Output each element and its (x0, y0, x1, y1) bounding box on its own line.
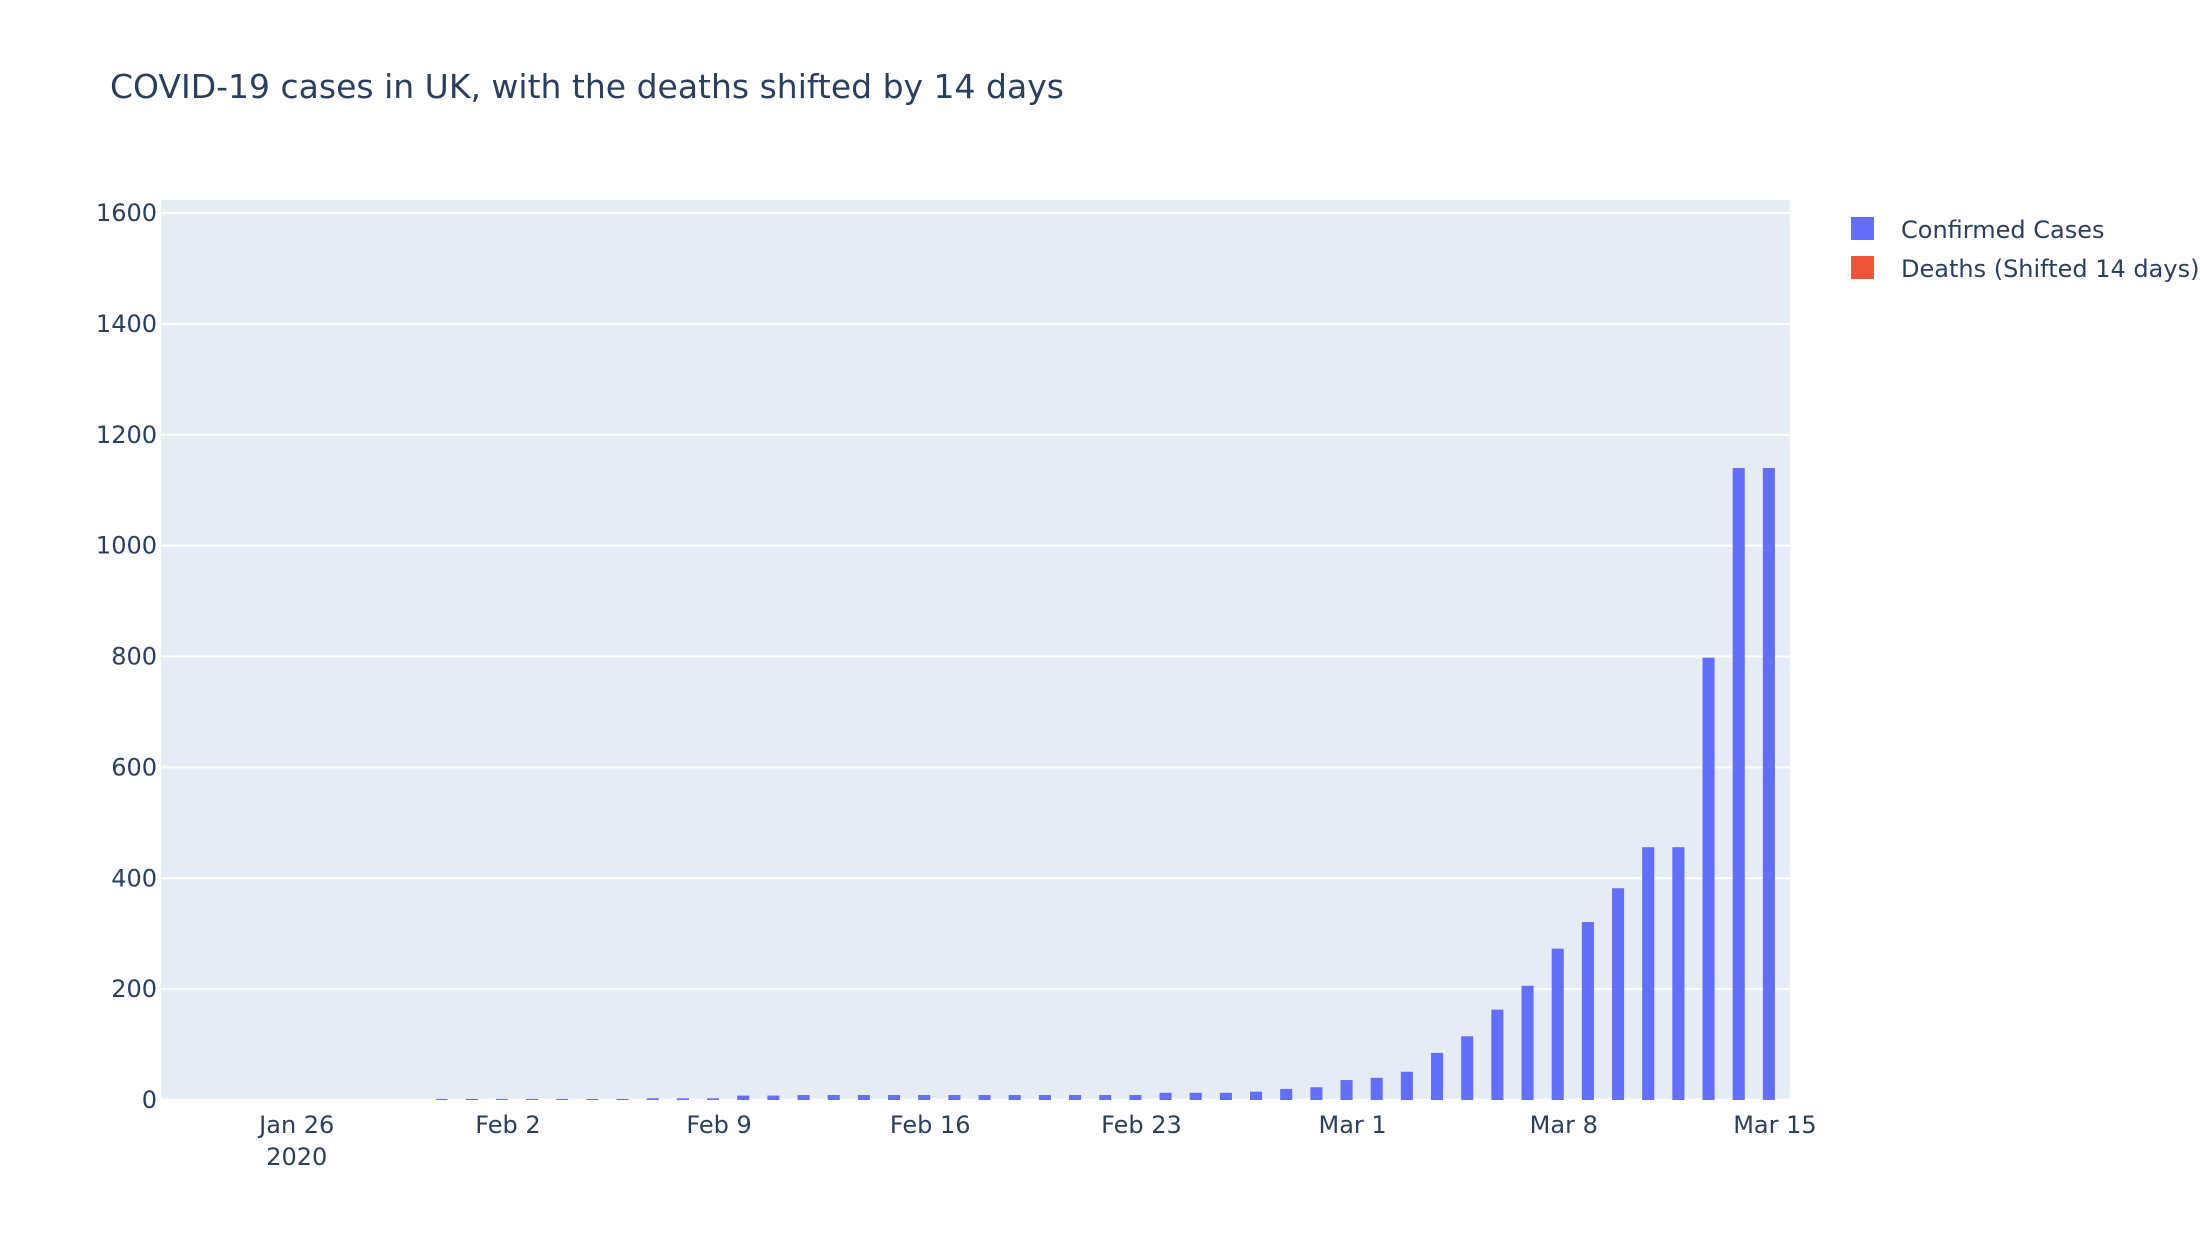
x-tick-sublabel: 2020 (266, 1143, 327, 1171)
bar-confirmed-43[interactable] (1461, 1036, 1473, 1100)
bar-confirmed-9[interactable] (436, 1099, 448, 1100)
bar-confirmed-32[interactable] (1129, 1095, 1141, 1100)
bar-confirmed-40[interactable] (1371, 1078, 1383, 1100)
x-tick-label: Feb 16 (890, 1111, 971, 1139)
bar-confirmed-31[interactable] (1099, 1095, 1111, 1100)
bar-confirmed-23[interactable] (858, 1095, 870, 1100)
x-axis-ticks: Jan 26 2020 Feb 2 Feb 9 Feb 16 Feb 23 Mar 1 Mar… (257, 1111, 1816, 1171)
bar-confirmed-38[interactable] (1310, 1087, 1322, 1100)
plot-area (161, 200, 1790, 1100)
bar-confirmed-29[interactable] (1039, 1095, 1051, 1100)
y-axis-ticks: 0 200 400 600 800 1000 1200 1400 1600 (96, 199, 157, 1114)
bar-confirmed-51[interactable] (1703, 658, 1715, 1100)
bar-confirmed-34[interactable] (1190, 1093, 1202, 1100)
bar-confirmed-45[interactable] (1522, 986, 1534, 1100)
bar-confirmed-10[interactable] (466, 1099, 478, 1100)
x-tick-label: Feb 2 (475, 1111, 540, 1139)
y-tick-label: 1400 (96, 310, 157, 338)
x-tick-label: Mar 1 (1318, 1111, 1386, 1139)
bar-confirmed-26[interactable] (948, 1095, 960, 1100)
y-tick-label: 200 (111, 975, 157, 1003)
bar-confirmed-33[interactable] (1160, 1093, 1172, 1100)
bar-confirmed-39[interactable] (1341, 1080, 1353, 1100)
bar-confirmed-30[interactable] (1069, 1095, 1081, 1100)
bar-confirmed-27[interactable] (979, 1095, 991, 1100)
bar-confirmed-17[interactable] (677, 1098, 689, 1100)
bar-confirmed-21[interactable] (798, 1095, 810, 1100)
bar-confirmed-15[interactable] (617, 1099, 629, 1100)
legend-swatch-confirmed-cases[interactable] (1851, 217, 1874, 240)
bar-confirmed-14[interactable] (586, 1099, 598, 1100)
y-tick-label: 1600 (96, 199, 157, 227)
bar-confirmed-12[interactable] (526, 1099, 538, 1100)
bar-confirmed-50[interactable] (1672, 847, 1684, 1100)
bar-confirmed-24[interactable] (888, 1095, 900, 1100)
bar-confirmed-18[interactable] (707, 1098, 719, 1100)
bar-confirmed-53[interactable] (1763, 468, 1775, 1100)
bar-confirmed-11[interactable] (496, 1099, 508, 1100)
legend[interactable]: Confirmed Cases Deaths (Shifted 14 days) (1851, 216, 2199, 283)
bar-confirmed-52[interactable] (1733, 468, 1745, 1100)
bar-confirmed-46[interactable] (1552, 949, 1564, 1100)
bar-confirmed-42[interactable] (1431, 1053, 1443, 1100)
legend-swatch-deaths-shifted[interactable] (1851, 256, 1874, 279)
y-tick-label: 600 (111, 753, 157, 781)
bar-confirmed-35[interactable] (1220, 1093, 1232, 1100)
x-tick-label: Mar 15 (1733, 1111, 1816, 1139)
x-tick-label: Feb 23 (1101, 1111, 1182, 1139)
bar-confirmed-49[interactable] (1642, 847, 1654, 1100)
bar-confirmed-36[interactable] (1250, 1092, 1262, 1100)
bar-confirmed-47[interactable] (1582, 922, 1594, 1100)
bar-confirmed-28[interactable] (1009, 1095, 1021, 1100)
bar-confirmed-19[interactable] (737, 1096, 749, 1100)
bar-confirmed-20[interactable] (767, 1096, 779, 1100)
legend-label-confirmed-cases[interactable]: Confirmed Cases (1901, 216, 2104, 244)
x-tick-label: Feb 9 (686, 1111, 751, 1139)
legend-label-deaths-shifted[interactable]: Deaths (Shifted 14 days) (1901, 255, 2199, 283)
bar-confirmed-22[interactable] (828, 1095, 840, 1100)
bar-confirmed-48[interactable] (1612, 888, 1624, 1100)
y-tick-label: 800 (111, 643, 157, 671)
y-tick-label: 1000 (96, 532, 157, 560)
y-tick-label: 0 (142, 1086, 157, 1114)
chart-title: COVID-19 cases in UK, with the deaths sh… (110, 67, 1064, 106)
y-tick-label: 400 (111, 864, 157, 892)
x-tick-label: Jan 26 (257, 1111, 334, 1139)
bar-confirmed-13[interactable] (556, 1099, 568, 1100)
y-tick-label: 1200 (96, 421, 157, 449)
x-tick-label: Mar 8 (1530, 1111, 1598, 1139)
bar-confirmed-16[interactable] (647, 1098, 659, 1100)
bar-confirmed-25[interactable] (918, 1095, 930, 1100)
bar-confirmed-41[interactable] (1401, 1072, 1413, 1100)
bar-confirmed-44[interactable] (1491, 1010, 1503, 1100)
bar-confirmed-37[interactable] (1280, 1089, 1292, 1100)
